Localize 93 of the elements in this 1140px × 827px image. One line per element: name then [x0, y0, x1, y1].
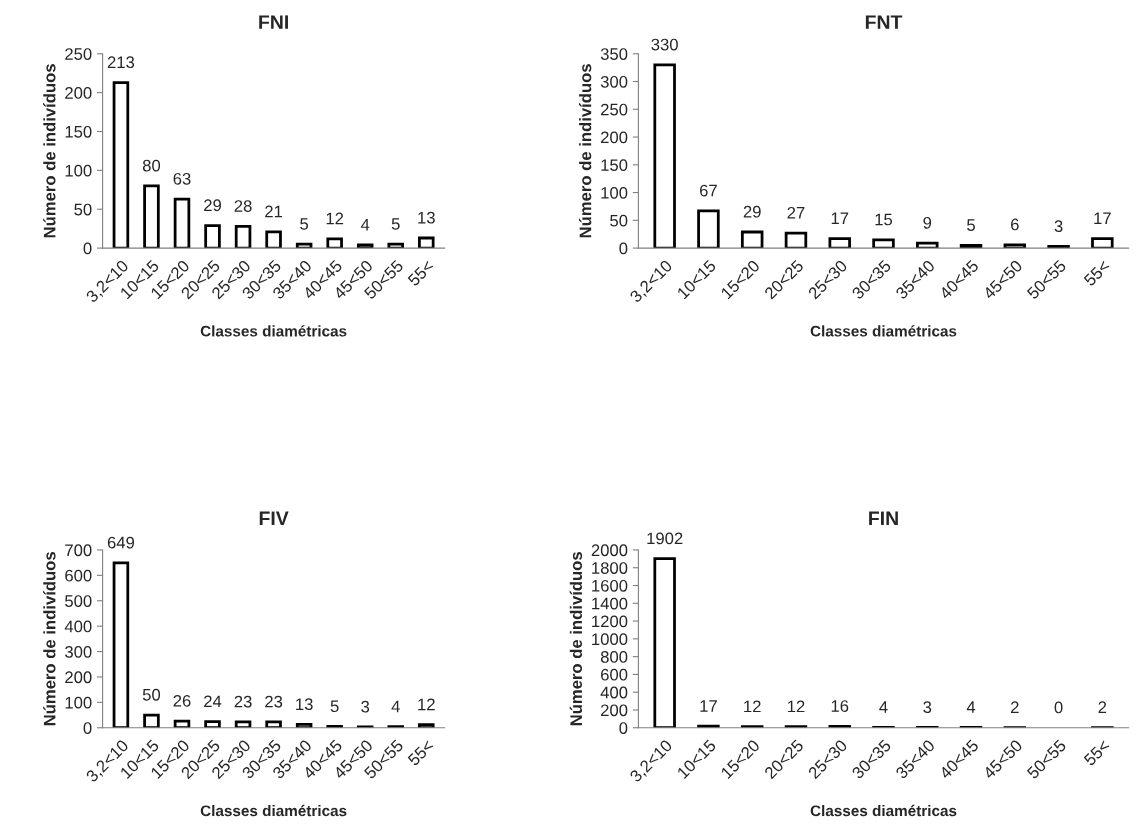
data-label: 13: [296, 698, 313, 711]
chart-title: FNI: [259, 15, 288, 29]
data-label: 12: [744, 700, 761, 713]
data-label: 63: [173, 172, 191, 185]
y-tick-label: 50: [74, 203, 92, 216]
data-label: 4: [360, 218, 370, 231]
x-axis-title: Classes diamétricas: [200, 325, 347, 337]
y-tick-label: 150: [65, 125, 92, 138]
y-tick-label: 600: [65, 569, 92, 582]
x-tick-label: 55<: [1083, 739, 1111, 767]
data-label: 5: [391, 218, 400, 230]
y-tick-label: 150: [601, 159, 628, 172]
y-tick-label: 200: [601, 704, 628, 717]
y-tick-label: 0: [619, 242, 628, 255]
data-label: 6: [1011, 218, 1019, 231]
y-tick-label: 2000: [591, 544, 628, 557]
x-tick-label: 55<: [407, 259, 435, 287]
y-axis-title: Número de indivíduos: [569, 552, 583, 726]
y-tick-label: 1400: [592, 597, 628, 610]
y-tick-label: 0: [83, 722, 92, 734]
data-label: 2: [1098, 701, 1107, 714]
data-label: 5: [300, 218, 309, 230]
y-tick-label: 800: [600, 651, 628, 663]
data-label: 213: [107, 56, 135, 69]
data-label: 21: [265, 205, 283, 218]
data-label: 16: [831, 700, 849, 712]
chart-title: FIN: [869, 511, 898, 525]
x-axis-title: Classes diamétricas: [200, 804, 347, 817]
data-label: 330: [651, 38, 678, 51]
y-tick-label: 300: [65, 645, 92, 658]
data-label: 4: [391, 700, 400, 713]
data-label: 23: [265, 695, 283, 708]
x-axis-title: Classes diamétricas: [810, 804, 957, 817]
y-tick-label: 100: [65, 696, 92, 709]
data-label: 23: [234, 695, 252, 708]
y-tick-label: 600: [601, 668, 628, 681]
y-tick-label: 350: [600, 48, 628, 60]
data-label: 4: [966, 701, 976, 713]
y-tick-label: 400: [64, 620, 92, 633]
data-label: 26: [173, 694, 191, 707]
y-tick-label: 1000: [592, 633, 628, 646]
data-label: 15: [875, 213, 893, 226]
y-tick-label: 50: [610, 214, 628, 227]
data-label: 17: [700, 700, 717, 712]
y-axis-title: Número de indivíduos: [578, 64, 592, 238]
data-label: 2: [1011, 701, 1019, 714]
data-label: 17: [831, 212, 849, 225]
data-label: 12: [787, 700, 805, 713]
y-axis-title: Número de indivíduos: [43, 64, 56, 238]
data-label: 1902: [647, 532, 683, 545]
data-label: 29: [204, 199, 222, 212]
data-label: 13: [418, 211, 435, 224]
data-label: 12: [418, 698, 435, 711]
data-label: 0: [1054, 701, 1063, 714]
data-label: 5: [330, 700, 339, 713]
data-label: 80: [142, 159, 161, 172]
y-tick-label: 500: [65, 595, 92, 607]
data-label: 3: [923, 701, 932, 714]
y-tick-label: 250: [65, 48, 92, 60]
y-tick-label: 700: [65, 544, 92, 557]
data-label: 28: [234, 200, 252, 212]
y-tick-label: 200: [601, 131, 628, 144]
y-tick-label: 0: [83, 242, 92, 255]
chart-title: FNT: [865, 15, 903, 29]
data-label: 67: [700, 184, 717, 197]
data-label: 4: [879, 701, 888, 713]
data-label: 24: [204, 695, 222, 708]
y-tick-label: 250: [601, 103, 628, 116]
data-label: 3: [1054, 220, 1063, 233]
y-tick-label: 100: [601, 186, 628, 199]
x-tick-label: 55<: [1083, 259, 1111, 287]
y-tick-label: 0: [619, 722, 628, 734]
y-tick-label: 300: [600, 75, 628, 88]
data-label: 29: [743, 205, 761, 218]
data-label: 3: [361, 700, 370, 713]
data-label: 27: [787, 206, 805, 219]
data-label: 9: [923, 216, 932, 229]
data-label: 5: [967, 219, 975, 231]
data-label: 50: [142, 688, 161, 701]
y-tick-label: 200: [65, 671, 92, 684]
data-label: 12: [326, 212, 344, 225]
data-label: 649: [107, 536, 135, 549]
y-tick-label: 1800: [592, 562, 628, 574]
x-axis-title: Classes diamétricas: [810, 325, 957, 337]
y-tick-label: 100: [65, 164, 92, 177]
y-tick-label: 1600: [592, 579, 628, 592]
y-tick-label: 1200: [592, 615, 628, 628]
data-label: 17: [1094, 212, 1111, 225]
y-axis-title: Número de indivíduos: [43, 552, 56, 726]
chart-title: FIV: [259, 511, 289, 525]
y-tick-label: 200: [65, 87, 92, 99]
y-tick-label: 400: [600, 686, 628, 699]
x-tick-label: 55<: [407, 739, 435, 767]
